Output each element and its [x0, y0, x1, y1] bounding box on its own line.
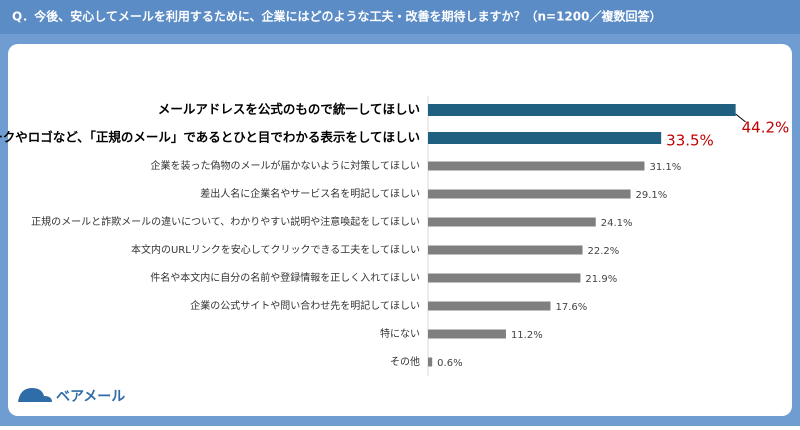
category-label: その他: [390, 355, 420, 368]
category-label: 企業の公式サイトや問い合わせ先を明記してほしい: [190, 299, 420, 312]
bar: [428, 104, 736, 116]
bar: [428, 273, 581, 283]
value-label: 31.1%: [649, 162, 681, 173]
category-label: 正規のメールと詐欺メールの違いについて、わかりやすい説明や注意喚起をしてほしい: [31, 215, 420, 228]
value-label: 44.2%: [742, 119, 790, 137]
value-label: 22.2%: [588, 246, 620, 257]
bar: [428, 301, 551, 311]
value-label: 33.5%: [666, 132, 714, 150]
bar: [428, 161, 645, 171]
value-label: 0.6%: [437, 358, 462, 369]
logo-icon: [18, 388, 52, 402]
category-label: 企業を装った偽物のメールが届かないように対策してほしい: [151, 159, 421, 172]
bar: [428, 357, 433, 367]
leader-line: [735, 113, 746, 123]
bar: [428, 132, 662, 144]
bar: [428, 329, 506, 339]
bar: [428, 217, 596, 227]
bar: [428, 245, 583, 255]
category-label: 特にない: [380, 328, 420, 340]
category-label: 差出人名に企業名やサービス名を明記してほしい: [200, 187, 420, 200]
value-label: 29.1%: [636, 190, 668, 201]
category-label: 本文内のURLリンクを安心してクリックできる工夫をしてほしい: [131, 243, 420, 256]
value-label: 11.2%: [511, 330, 543, 341]
value-label: 24.1%: [601, 218, 633, 229]
category-label: メールアドレスを公式のもので統一してほしい: [158, 102, 420, 117]
value-label: 21.9%: [585, 274, 617, 285]
category-label: 公式マークやロゴなど、「正規のメール」であるとひと目でわかる表示をしてほしい: [0, 130, 420, 145]
bar: [428, 189, 631, 199]
logo: ベアメール: [18, 388, 125, 405]
category-label: 件名や本文内に自分の名前や登録情報を正しく入れてほしい: [150, 271, 420, 284]
header-band: [0, 0, 800, 34]
chart-title: Q．今後、安心してメールを利用するために、企業にはどのような工夫・改善を期待しま…: [12, 9, 661, 24]
value-label: 17.6%: [555, 302, 587, 313]
logo-text: ベアメール: [56, 389, 125, 405]
